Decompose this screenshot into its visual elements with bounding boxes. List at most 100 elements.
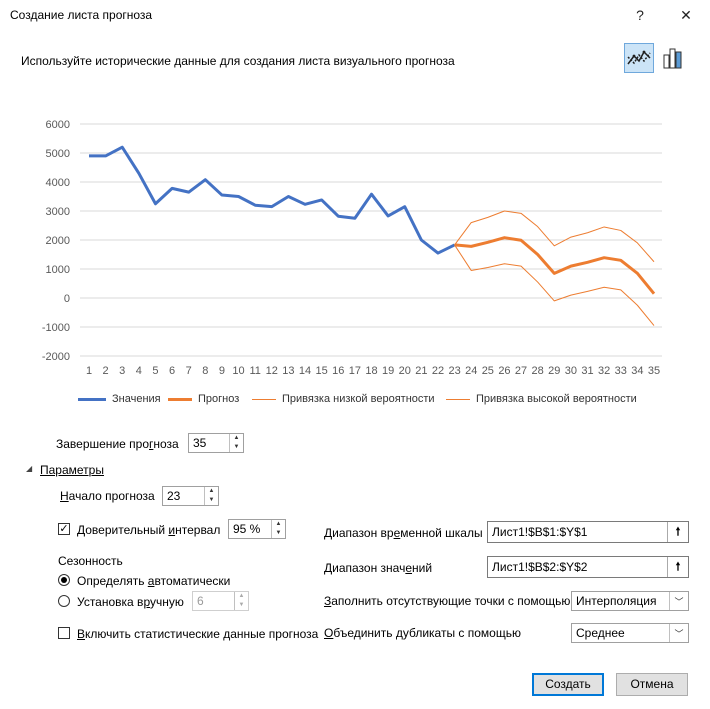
- confidence-stepper[interactable]: 95 % ▲ ▼: [228, 519, 286, 539]
- parameters-toggle[interactable]: Параметры: [40, 463, 104, 477]
- legend-label: Привязка высокой вероятности: [476, 393, 637, 405]
- legend-swatch: [78, 397, 106, 401]
- seasonality-manual-label: Установка вручную: [77, 595, 184, 609]
- x-tick-label: 35: [648, 365, 660, 377]
- y-tick-label: -1000: [42, 322, 70, 334]
- seasonality-auto-label: Определять автоматически: [77, 574, 231, 588]
- end-forecast-value[interactable]: 35: [193, 436, 207, 450]
- confidence-value[interactable]: 95 %: [233, 522, 261, 536]
- aggregate-label: Объединить дубликаты с помощью: [324, 626, 521, 640]
- x-tick-label: 9: [219, 365, 225, 377]
- down-arrow-icon: ▼: [238, 602, 245, 608]
- column-chart-icon: [663, 48, 682, 69]
- x-tick-label: 25: [482, 365, 494, 377]
- range-select-button[interactable]: 🠕: [667, 522, 688, 542]
- x-tick-label: 13: [282, 365, 294, 377]
- confidence-checkbox[interactable]: ✓: [58, 523, 70, 535]
- legend-swatch: [168, 397, 192, 401]
- x-tick-label: 31: [581, 365, 593, 377]
- x-tick-label: 8: [202, 365, 208, 377]
- x-tick-label: 10: [232, 365, 244, 377]
- x-tick-label: 14: [299, 365, 311, 377]
- collapse-arrow-icon: 🠕: [675, 560, 681, 573]
- y-tick-label: 0: [64, 293, 70, 305]
- x-tick-label: 1: [86, 365, 92, 377]
- chevron-down-icon[interactable]: ﹀: [669, 624, 688, 642]
- x-tick-label: 19: [382, 365, 394, 377]
- create-button[interactable]: Создать: [532, 673, 604, 696]
- collapse-arrow-icon: 🠕: [675, 525, 681, 538]
- y-tick-label: 1000: [46, 264, 70, 276]
- x-tick-label: 17: [349, 365, 361, 377]
- timeline-range-value[interactable]: Лист1!$B$1:$Y$1: [492, 525, 588, 539]
- legend-swatch: [252, 398, 276, 400]
- series-line-low-bound: [454, 244, 655, 326]
- start-forecast-value[interactable]: 23: [167, 489, 181, 503]
- up-arrow-icon[interactable]: ▲: [275, 521, 282, 527]
- x-tick-label: 23: [448, 365, 460, 377]
- legend-label: Значения: [112, 393, 161, 405]
- help-button[interactable]: ?: [636, 7, 644, 23]
- x-tick-label: 18: [365, 365, 377, 377]
- timeline-range-field[interactable]: Лист1!$B$1:$Y$1 🠕: [487, 521, 689, 543]
- x-tick-label: 34: [631, 365, 643, 377]
- x-tick-label: 29: [548, 365, 560, 377]
- dialog-subtitle: Используйте исторические данные для созд…: [21, 54, 455, 68]
- end-forecast-stepper[interactable]: 35 ▲ ▼: [188, 433, 244, 453]
- x-tick-label: 28: [532, 365, 544, 377]
- fill-missing-select[interactable]: Интерполяция ﹀: [571, 591, 689, 611]
- confidence-label: Доверительный интервал: [77, 523, 221, 537]
- x-tick-label: 6: [169, 365, 175, 377]
- column-chart-view-button[interactable]: [659, 43, 689, 73]
- collapse-triangle-icon[interactable]: ◢: [26, 464, 33, 473]
- window-title: Создание листа прогноза: [10, 8, 153, 22]
- x-tick-label: 24: [465, 365, 477, 377]
- legend-label: Привязка низкой вероятности: [282, 393, 435, 405]
- start-forecast-label: Начало прогноза: [60, 489, 155, 503]
- x-tick-label: 26: [498, 365, 510, 377]
- aggregate-select[interactable]: Среднее ﹀: [571, 623, 689, 643]
- x-tick-label: 7: [186, 365, 192, 377]
- y-tick-label: 3000: [46, 206, 70, 218]
- values-range-label: Диапазон значений: [324, 561, 433, 575]
- stats-checkbox[interactable]: [58, 627, 70, 639]
- x-tick-label: 2: [103, 365, 109, 377]
- x-tick-label: 11: [249, 365, 260, 377]
- series-line-high-bound: [454, 210, 655, 263]
- down-arrow-icon[interactable]: ▼: [233, 444, 240, 450]
- fill-missing-label: Заполнить отсутствующие точки с помощью: [324, 594, 571, 608]
- down-arrow-icon[interactable]: ▼: [208, 497, 215, 503]
- y-tick-label: 5000: [46, 148, 70, 160]
- legend-item-high: Привязка высокой вероятности: [446, 392, 637, 406]
- legend-item-low: Привязка низкой вероятности: [252, 392, 435, 406]
- aggregate-value[interactable]: Среднее: [576, 626, 625, 640]
- fill-missing-value[interactable]: Интерполяция: [576, 594, 657, 608]
- seasonality-title: Сезонность: [58, 554, 123, 568]
- line-chart-icon: [627, 50, 651, 65]
- range-select-button[interactable]: 🠕: [667, 557, 688, 577]
- up-arrow-icon: ▲: [238, 593, 245, 599]
- legend-swatch: [446, 398, 470, 400]
- seasonality-auto-radio[interactable]: [58, 574, 70, 586]
- line-chart-view-button[interactable]: [624, 43, 654, 73]
- chevron-down-icon[interactable]: ﹀: [669, 592, 688, 610]
- values-range-field[interactable]: Лист1!$B$2:$Y$2 🠕: [487, 556, 689, 578]
- legend-label: Прогноз: [198, 393, 240, 405]
- stats-label: Включить статистические данные прогноза: [77, 627, 319, 641]
- up-arrow-icon[interactable]: ▲: [233, 435, 240, 441]
- start-forecast-stepper[interactable]: 23 ▲ ▼: [162, 486, 219, 506]
- y-tick-label: 2000: [46, 235, 70, 247]
- seasonality-manual-stepper: 6 ▲ ▼: [192, 591, 249, 611]
- timeline-range-label: Диапазон временной шкалы: [324, 526, 483, 540]
- down-arrow-icon[interactable]: ▼: [275, 530, 282, 536]
- x-tick-label: 27: [515, 365, 527, 377]
- x-tick-label: 21: [415, 365, 427, 377]
- legend-item-forecast: Прогноз: [168, 392, 239, 406]
- cancel-button[interactable]: Отмена: [616, 673, 688, 696]
- seasonality-manual-radio[interactable]: [58, 595, 70, 607]
- values-range-value[interactable]: Лист1!$B$2:$Y$2: [492, 560, 588, 574]
- x-tick-label: 16: [332, 365, 344, 377]
- close-button[interactable]: ✕: [680, 7, 692, 23]
- up-arrow-icon[interactable]: ▲: [208, 488, 215, 494]
